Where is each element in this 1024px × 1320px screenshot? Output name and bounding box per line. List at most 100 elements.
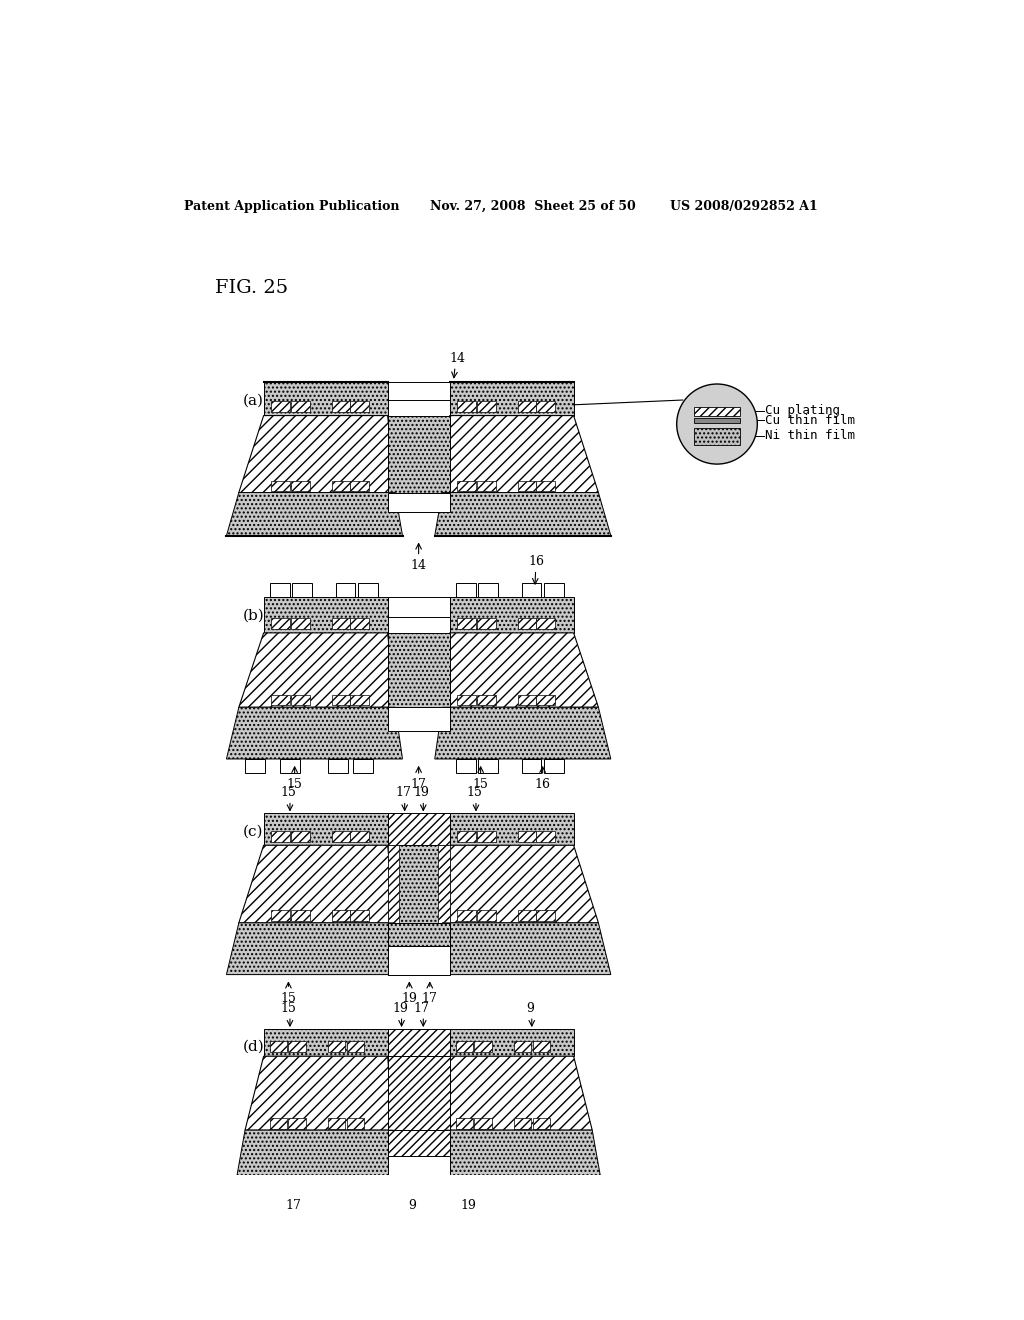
Text: 15: 15 xyxy=(281,991,296,1005)
Bar xyxy=(388,632,450,708)
Bar xyxy=(388,381,450,400)
Bar xyxy=(457,401,476,412)
Bar xyxy=(289,1118,306,1129)
Bar xyxy=(450,381,573,416)
Bar xyxy=(478,759,498,774)
Text: 17: 17 xyxy=(422,991,437,1005)
Bar xyxy=(450,1028,573,1056)
Text: 16: 16 xyxy=(535,779,551,791)
Bar xyxy=(263,597,388,632)
Bar xyxy=(271,909,290,921)
Bar xyxy=(350,909,369,921)
Bar xyxy=(477,909,496,921)
Bar xyxy=(544,759,563,774)
Bar xyxy=(328,759,348,774)
Polygon shape xyxy=(239,632,395,708)
Bar xyxy=(388,597,450,616)
Bar xyxy=(270,1041,287,1052)
Polygon shape xyxy=(435,708,611,759)
Bar xyxy=(332,618,350,628)
Text: 17: 17 xyxy=(414,1002,430,1015)
Bar xyxy=(271,401,290,412)
Bar xyxy=(292,583,312,597)
Text: 9: 9 xyxy=(409,1200,417,1213)
Bar xyxy=(521,759,542,774)
Bar xyxy=(336,583,355,597)
Bar xyxy=(350,694,369,705)
Bar xyxy=(350,618,369,628)
Bar xyxy=(693,407,740,416)
Bar xyxy=(388,1130,450,1183)
Text: 15: 15 xyxy=(281,785,296,799)
Text: 19: 19 xyxy=(460,1200,476,1213)
Bar xyxy=(263,1028,388,1056)
Bar xyxy=(263,813,388,845)
Bar xyxy=(388,708,450,730)
Bar xyxy=(291,618,309,628)
Bar xyxy=(518,618,537,628)
Bar xyxy=(347,1041,365,1052)
Polygon shape xyxy=(226,708,402,759)
Text: Cu thin film: Cu thin film xyxy=(765,413,855,426)
Bar xyxy=(291,694,309,705)
Bar xyxy=(332,909,350,921)
Bar xyxy=(350,830,369,842)
Text: Patent Application Publication: Patent Application Publication xyxy=(183,199,399,213)
Bar xyxy=(537,618,555,628)
Bar xyxy=(457,618,476,628)
Bar xyxy=(456,759,476,774)
Bar xyxy=(537,694,555,705)
Bar xyxy=(347,1118,365,1129)
Text: 15: 15 xyxy=(281,1002,296,1015)
Text: (a): (a) xyxy=(243,393,264,408)
Bar xyxy=(350,480,369,491)
Bar xyxy=(263,381,388,416)
Bar xyxy=(388,1056,450,1130)
Bar xyxy=(477,830,496,842)
Text: (c): (c) xyxy=(243,825,263,838)
Text: (b): (b) xyxy=(243,609,264,623)
Text: Nov. 27, 2008  Sheet 25 of 50: Nov. 27, 2008 Sheet 25 of 50 xyxy=(430,199,636,213)
Bar xyxy=(291,480,309,491)
Bar xyxy=(456,583,476,597)
Polygon shape xyxy=(438,1130,601,1183)
Bar xyxy=(456,1041,473,1052)
Text: 19: 19 xyxy=(401,991,417,1005)
Bar xyxy=(457,694,476,705)
Bar xyxy=(328,1041,345,1052)
Bar xyxy=(291,401,309,412)
Polygon shape xyxy=(226,492,402,536)
Polygon shape xyxy=(236,1130,398,1183)
Text: Ni thin film: Ni thin film xyxy=(765,429,855,442)
Polygon shape xyxy=(442,845,598,923)
Bar xyxy=(291,830,309,842)
Bar xyxy=(514,1118,531,1129)
Bar xyxy=(532,1118,550,1129)
Bar xyxy=(388,946,450,974)
Bar xyxy=(270,583,290,597)
Bar xyxy=(357,583,378,597)
Bar xyxy=(477,401,496,412)
Bar xyxy=(457,480,476,491)
Bar xyxy=(328,1118,345,1129)
Polygon shape xyxy=(245,1056,393,1130)
Text: 14: 14 xyxy=(411,558,427,572)
Bar xyxy=(388,845,398,923)
Text: (d): (d) xyxy=(243,1040,264,1055)
Text: 15: 15 xyxy=(287,779,302,791)
Text: 14: 14 xyxy=(450,351,465,364)
Bar xyxy=(474,1118,492,1129)
Bar xyxy=(280,759,300,774)
Bar xyxy=(388,923,450,974)
Text: 17: 17 xyxy=(285,1200,301,1213)
Bar xyxy=(518,480,537,491)
Text: 17: 17 xyxy=(411,779,427,791)
Bar xyxy=(332,830,350,842)
Polygon shape xyxy=(239,845,395,923)
Bar xyxy=(450,813,573,845)
Bar xyxy=(388,923,450,974)
Text: 15: 15 xyxy=(473,779,488,791)
Text: 19: 19 xyxy=(392,1002,408,1015)
Text: Cu plating: Cu plating xyxy=(765,404,840,417)
Text: US 2008/0292852 A1: US 2008/0292852 A1 xyxy=(671,199,818,213)
